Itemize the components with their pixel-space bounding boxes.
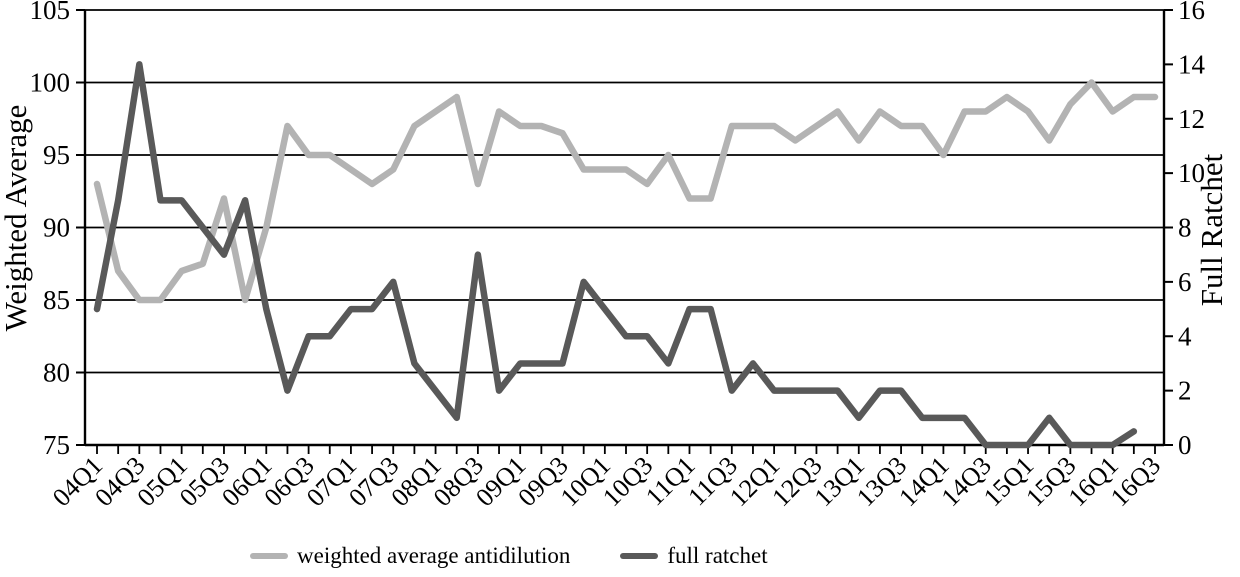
right-axis-tick-label: 14 xyxy=(1178,49,1206,79)
right-axis-tick-label: 8 xyxy=(1178,213,1192,243)
left-axis-tick-label: 100 xyxy=(30,68,71,98)
left-axis-tick-label: 105 xyxy=(30,0,71,25)
series-line-full-ratchet xyxy=(93,61,1138,449)
right-axis-tick-label: 6 xyxy=(1178,267,1192,297)
legend-item-full-ratchet: full ratchet xyxy=(620,543,768,568)
right-axis-tick-label: 0 xyxy=(1178,430,1192,460)
legend-swatch-full-ratchet-line xyxy=(620,552,659,559)
right-axis-tick-label: 12 xyxy=(1178,104,1205,134)
chart-legend: weighted average antidilution full ratch… xyxy=(250,544,768,567)
right-axis-tick-label: 16 xyxy=(1178,0,1205,25)
left-axis-tick-label: 85 xyxy=(43,285,70,315)
legend-swatch-weighted-average-line xyxy=(250,552,288,559)
left-axis-tick-label: 95 xyxy=(43,140,70,170)
legend-item-weighted-average: weighted average antidilution xyxy=(250,544,570,567)
right-axis-tick-label: 2 xyxy=(1178,376,1192,406)
legend-label-full-ratchet: full ratchet xyxy=(667,543,768,568)
legend-label-weighted-average: weighted average antidilution xyxy=(297,543,571,568)
right-axis-tick-label: 4 xyxy=(1178,321,1192,351)
right-axis-tick-label: 10 xyxy=(1178,158,1205,188)
x-axis-tick-label: 16Q3 xyxy=(1105,451,1166,512)
left-axis-title: Weighted Average xyxy=(0,105,33,332)
series-line-weighted-average-antidilution xyxy=(93,79,1159,304)
right-axis-title: Full Ratchet xyxy=(1194,153,1229,306)
left-axis-tick-label: 80 xyxy=(43,358,70,388)
left-axis-tick-label: 90 xyxy=(43,213,70,243)
left-axis-tick-label: 75 xyxy=(43,430,70,460)
